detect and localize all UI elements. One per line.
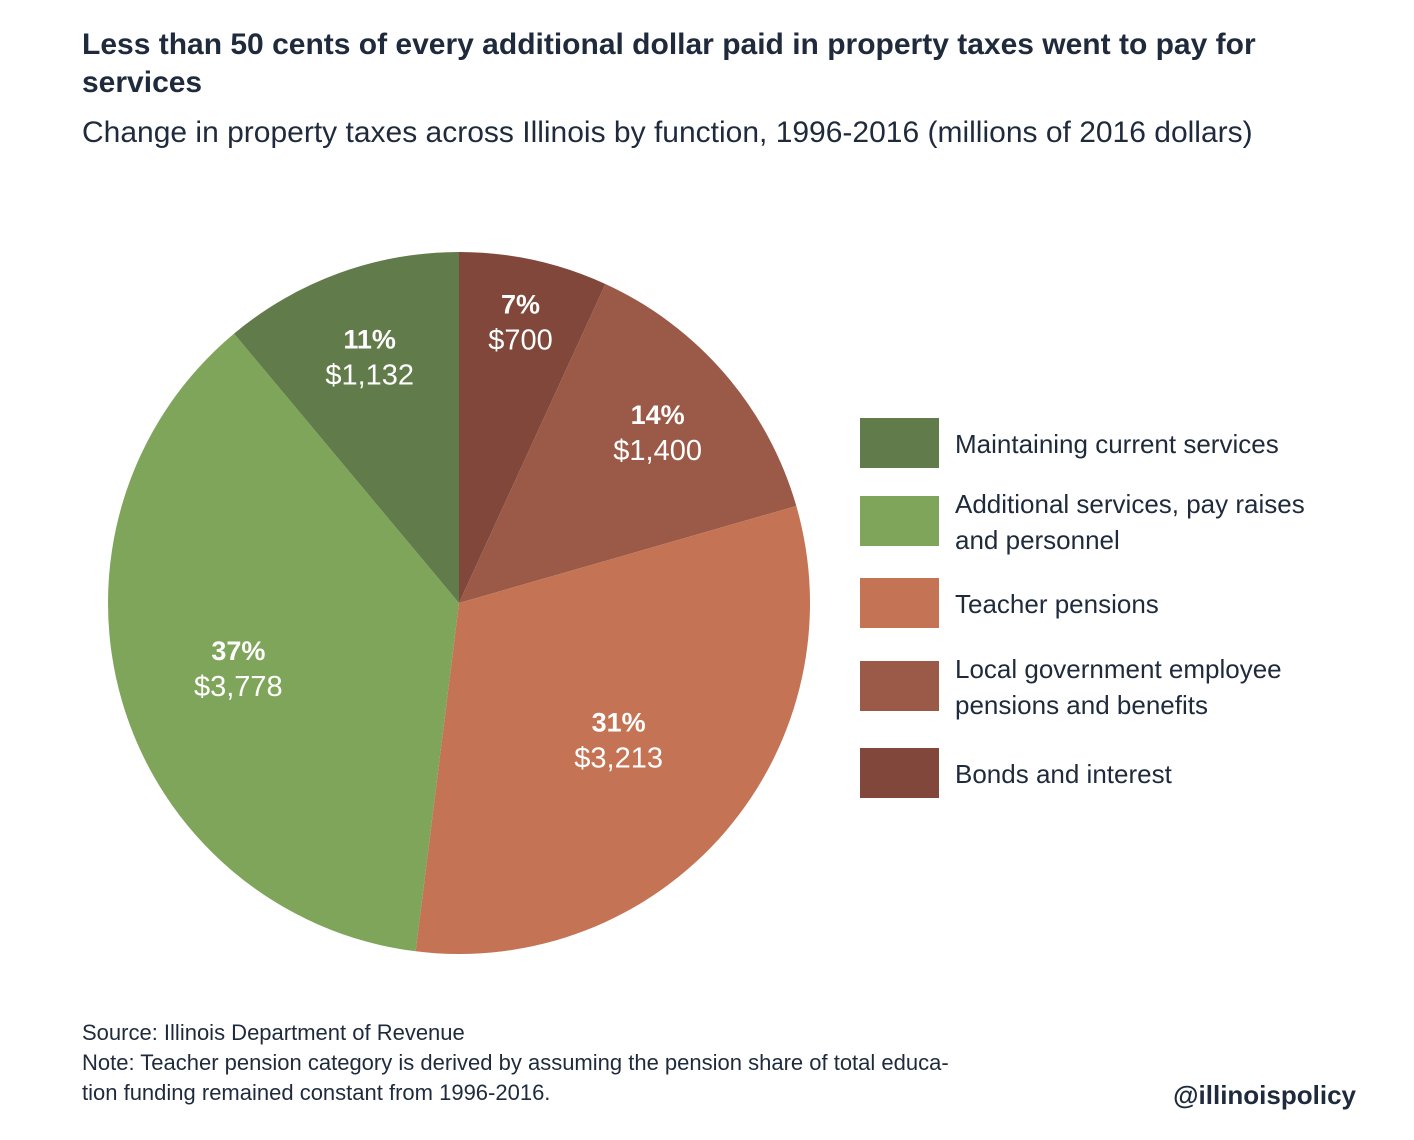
slice-percent-label: 14% bbox=[631, 400, 685, 430]
legend-swatch bbox=[860, 661, 939, 711]
legend-label-line: Local government employee bbox=[955, 654, 1282, 684]
pie-slice-additional-services-pay-raises-and-personnel bbox=[107, 333, 460, 952]
legend-label: Bonds and interest bbox=[955, 756, 1375, 792]
legend-swatch bbox=[860, 496, 939, 546]
slice-value-label: $1,400 bbox=[613, 435, 702, 467]
legend-swatch bbox=[860, 578, 939, 628]
legend-swatch bbox=[860, 418, 939, 468]
pie-slice-maintaining-current-services bbox=[234, 252, 459, 603]
source-note: Source: Illinois Department of Revenue bbox=[82, 1020, 465, 1045]
legend-label-line: pensions and benefits bbox=[955, 690, 1208, 720]
pie-slice-bonds-and-interest bbox=[459, 252, 606, 603]
slice-value-label: $700 bbox=[488, 325, 553, 357]
chart-subtitle: Change in property taxes across Illinois… bbox=[82, 116, 1253, 149]
legend-label: Additional services, pay raises and pers… bbox=[955, 486, 1375, 558]
slice-value-label: $1,132 bbox=[325, 360, 414, 392]
slice-value-label: $3,213 bbox=[574, 742, 663, 774]
pie-slice-teacher-pensions bbox=[415, 505, 810, 954]
legend-label: Maintaining current services bbox=[955, 426, 1375, 462]
legend-swatch bbox=[860, 748, 939, 798]
pie-slice-local-government-employee-pensions-and-benefits bbox=[459, 283, 797, 603]
legend-label-line: Maintaining current services bbox=[955, 429, 1279, 459]
slice-percent-label: 7% bbox=[501, 290, 540, 320]
legend-label-line: Additional services, pay raises bbox=[955, 489, 1305, 519]
methodology-note: Note: Teacher pension category is derive… bbox=[82, 1050, 949, 1075]
social-handle: @illinoispolicy bbox=[1173, 1080, 1356, 1110]
slice-value-label: $3,778 bbox=[194, 671, 283, 703]
legend-label-line: and personnel bbox=[955, 525, 1120, 555]
slice-percent-label: 11% bbox=[343, 325, 396, 355]
legend-label-line: Bonds and interest bbox=[955, 759, 1172, 789]
methodology-note: tion funding remained constant from 1996… bbox=[82, 1080, 551, 1105]
chart-title: Less than 50 cents of every additional d… bbox=[82, 28, 1256, 99]
legend-label: Local government employee pensions and b… bbox=[955, 651, 1375, 723]
footer: Source: Illinois Department of Revenue N… bbox=[82, 1018, 1132, 1108]
legend-label-line: Teacher pensions bbox=[955, 589, 1159, 619]
legend-label: Teacher pensions bbox=[955, 586, 1375, 622]
slice-percent-label: 37% bbox=[211, 636, 265, 666]
slice-percent-label: 31% bbox=[592, 707, 646, 737]
